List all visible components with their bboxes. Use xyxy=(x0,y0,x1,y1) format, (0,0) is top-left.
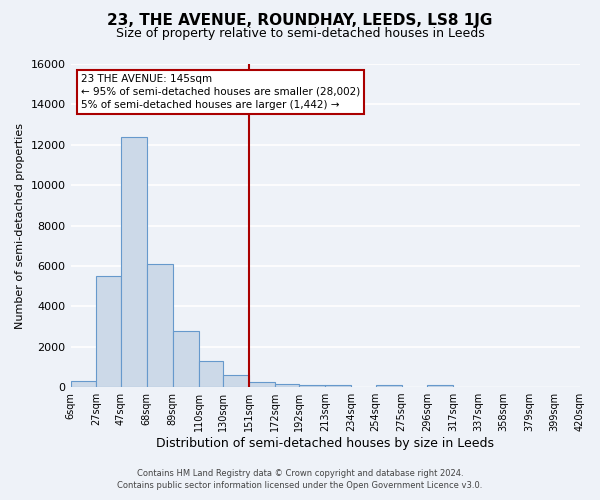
Bar xyxy=(121,136,147,387)
Y-axis label: Number of semi-detached properties: Number of semi-detached properties xyxy=(15,122,25,328)
Bar xyxy=(199,361,223,387)
Text: 23, THE AVENUE, ROUNDHAY, LEEDS, LS8 1JG: 23, THE AVENUE, ROUNDHAY, LEEDS, LS8 1JG xyxy=(107,12,493,28)
Text: 23 THE AVENUE: 145sqm
← 95% of semi-detached houses are smaller (28,002)
5% of s: 23 THE AVENUE: 145sqm ← 95% of semi-deta… xyxy=(81,74,360,110)
Text: Size of property relative to semi-detached houses in Leeds: Size of property relative to semi-detach… xyxy=(116,28,484,40)
Bar xyxy=(299,386,325,387)
Bar xyxy=(376,386,401,387)
X-axis label: Distribution of semi-detached houses by size in Leeds: Distribution of semi-detached houses by … xyxy=(156,437,494,450)
Bar xyxy=(147,264,173,387)
Bar xyxy=(71,381,97,387)
Bar xyxy=(173,330,199,387)
Bar xyxy=(223,375,249,387)
Bar xyxy=(97,276,121,387)
Text: Contains HM Land Registry data © Crown copyright and database right 2024.
Contai: Contains HM Land Registry data © Crown c… xyxy=(118,469,482,490)
Bar xyxy=(275,384,299,387)
Bar xyxy=(249,382,275,387)
Bar xyxy=(427,384,453,387)
Bar xyxy=(325,384,351,387)
